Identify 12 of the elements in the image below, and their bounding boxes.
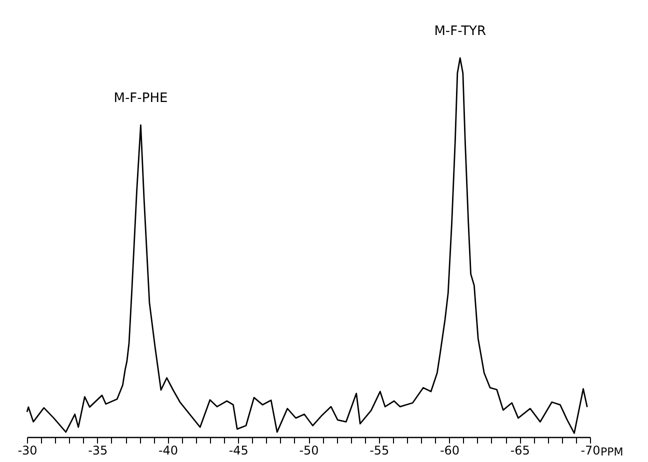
annotation: M-F-PHE	[114, 91, 168, 106]
x-tick-label: -30	[18, 444, 38, 458]
x-axis-title: PPM	[600, 446, 624, 458]
x-tick-label: -70	[580, 444, 600, 458]
x-tick-label: -65	[510, 444, 530, 458]
x-tick-label: -60	[440, 444, 460, 458]
x-tick-label: -50	[299, 444, 319, 458]
x-tick-label: -45	[228, 444, 248, 458]
x-tick-label: -35	[88, 444, 108, 458]
x-tick-label: -40	[158, 444, 178, 458]
annotation: M-F-TYR	[434, 24, 486, 39]
x-tick-label: -55	[370, 444, 390, 458]
